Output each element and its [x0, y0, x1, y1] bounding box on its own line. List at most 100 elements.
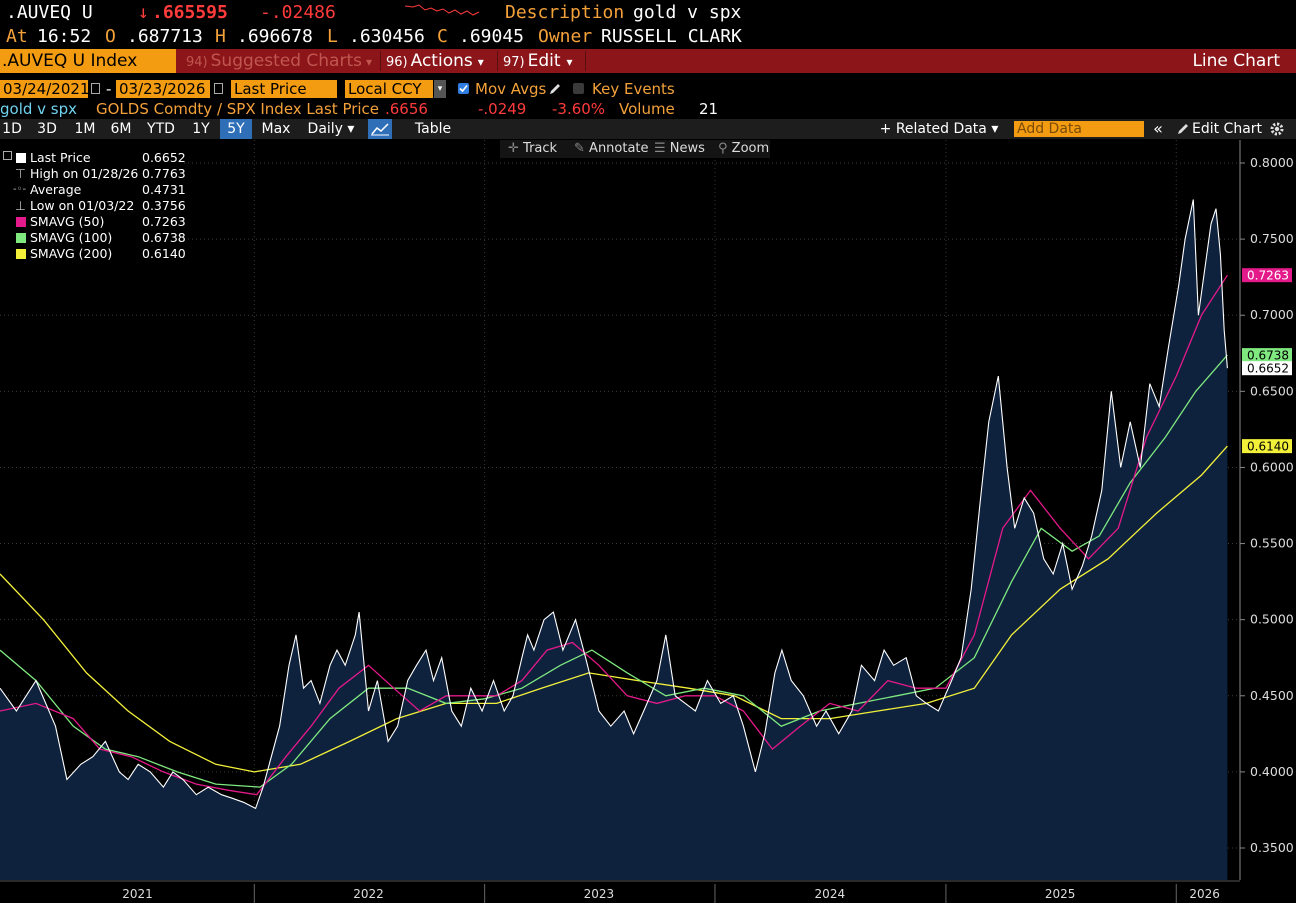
green-square-icon	[16, 233, 26, 243]
table-button[interactable]: Table	[414, 121, 452, 137]
actions-button[interactable]: 96) Actions ▾	[386, 49, 484, 73]
volume-value: 21	[699, 100, 719, 118]
suggested-num: 94)	[186, 55, 208, 70]
annotate-label: Annotate	[589, 141, 649, 156]
news-button[interactable]: ☰ News	[654, 140, 705, 158]
high-value: .696678	[237, 26, 313, 47]
price-tag-box	[1242, 439, 1292, 454]
range-ytd-button[interactable]: YTD	[147, 121, 175, 137]
collapse-icon[interactable]: «	[1153, 119, 1163, 138]
menubar: .AUVEQ U Index 94) Suggested Charts ▾ 96) A…	[0, 49, 1296, 73]
annotate-icon: ✎	[574, 141, 585, 156]
magenta-square-icon	[16, 217, 26, 227]
legend-item-high[interactable]: ⊤ High on 01/28/26 0.7763	[0, 166, 186, 182]
description-value: gold v spx	[633, 2, 742, 23]
calendar-icon[interactable]	[214, 83, 223, 94]
key-events-checkbox[interactable]	[573, 83, 584, 94]
key-events-label[interactable]: Key Events	[592, 80, 675, 98]
range-3d-button[interactable]: 3D	[37, 121, 57, 137]
sparkline-icon	[405, 4, 480, 16]
mov-avgs-label[interactable]: Mov Avgs	[475, 80, 547, 98]
legend-value: 0.6738	[142, 230, 186, 245]
zoom-label: Zoom	[731, 141, 770, 156]
date-dash: -	[106, 80, 112, 98]
start-date-field[interactable]: 03/24/2021	[0, 80, 89, 98]
range-6m-button[interactable]: 6M	[110, 121, 132, 137]
range-max-button[interactable]: Max	[261, 121, 291, 137]
add-data-input[interactable]: Add Data	[1014, 121, 1144, 137]
calendar-icon[interactable]	[91, 83, 100, 94]
range-1m-button[interactable]: 1M	[74, 121, 96, 137]
pencil-icon[interactable]	[1176, 122, 1190, 136]
open-value: .687713	[127, 26, 203, 47]
range-1y-button[interactable]: 1Y	[192, 121, 210, 137]
y-tick-label: 0.6500	[1250, 383, 1294, 398]
x-tick-label: 2023	[584, 887, 615, 901]
chart-controls: 03/24/2021 - 03/23/2026 Last Price Local…	[0, 80, 1296, 99]
white-square-icon	[16, 153, 26, 163]
actions-label: Actions	[410, 51, 473, 71]
y-tick-label: 0.4500	[1250, 688, 1294, 703]
y-tick-label: 0.7500	[1250, 231, 1294, 246]
legend-item-smavg200[interactable]: SMAVG (200) 0.6140	[0, 246, 186, 262]
end-date-field[interactable]: 03/23/2026	[116, 80, 210, 98]
mov-avgs-checkbox[interactable]	[458, 83, 469, 94]
description-label: Description	[505, 2, 625, 23]
range-5y-button[interactable]: 5Y	[220, 119, 252, 139]
price-tag-label: 0.7263	[1247, 269, 1289, 283]
legend-item-smavg100[interactable]: SMAVG (100) 0.6738	[0, 230, 186, 246]
ticker-label: .AUVEQ U	[6, 2, 93, 23]
net-change: -.02486	[260, 2, 336, 23]
pencil-icon[interactable]	[548, 82, 562, 96]
sma50-line	[0, 274, 1228, 796]
quote-line: .AUVEQ U ↓ .665595 -.02486 Description g…	[0, 2, 1296, 24]
line-chart-icon[interactable]	[368, 119, 392, 139]
y-tick-label: 0.5000	[1250, 612, 1294, 627]
legend-label: SMAVG (50)	[30, 214, 105, 229]
price-field-select[interactable]: Last Price	[231, 80, 337, 98]
average-marker-icon: -◦-	[13, 184, 27, 195]
edit-chart-button[interactable]: Edit Chart	[1192, 121, 1263, 137]
edit-button[interactable]: 97) Edit ▾	[503, 49, 573, 73]
down-arrow-icon: ↓	[138, 2, 149, 23]
legend-item-smavg50[interactable]: SMAVG (50) 0.7263	[0, 214, 186, 230]
price-tag-box	[1242, 361, 1292, 376]
low-marker-icon: ⊥	[15, 198, 26, 213]
currency-select[interactable]: Local CCY	[345, 80, 433, 98]
ohlc-line: At 16:52 O .687713 H .696678 L .630456 C…	[0, 26, 1296, 48]
actions-caret-icon: ▾	[477, 55, 484, 69]
y-tick-label: 0.3500	[1250, 840, 1294, 855]
security-field[interactable]: .AUVEQ U Index	[0, 49, 176, 73]
series-last: .6656	[385, 100, 428, 118]
low-value: .630456	[349, 26, 425, 47]
suggested-charts-button[interactable]: 94) Suggested Charts ▾	[186, 49, 372, 73]
legend-item-last-price[interactable]: Last Price 0.6652	[0, 150, 186, 166]
legend-value: 0.3756	[142, 198, 186, 213]
currency-dropdown-icon[interactable]: ▾	[434, 80, 446, 98]
annotate-button[interactable]: ✎ Annotate	[574, 140, 649, 158]
legend-collapse-icon[interactable]	[3, 151, 12, 160]
range-1d-button[interactable]: 1D	[2, 121, 22, 137]
series-pct-change: -3.60%	[552, 100, 606, 118]
horizontal-gridlines	[0, 162, 1240, 849]
y-axis-ticks: 0.3500 0.4000 0.4500 0.5000 0.5500 0.6000 0.65…	[1240, 155, 1294, 855]
price-tag-label: 0.6652	[1247, 362, 1289, 376]
crosshair-icon: ✛	[508, 141, 519, 156]
owner-label: Owner	[538, 26, 593, 47]
legend-item-average[interactable]: -◦- Average 0.4731	[0, 182, 186, 198]
price-tag-label: 0.6738	[1247, 349, 1289, 363]
open-label: O	[105, 26, 116, 47]
zoom-button[interactable]: ⚲ Zoom	[718, 140, 769, 158]
related-data-button[interactable]: + Related Data ▾	[879, 121, 999, 137]
last-price: .665595	[152, 2, 228, 23]
legend-label: SMAVG (200)	[30, 246, 113, 261]
high-label: H	[215, 26, 226, 47]
period-select[interactable]: Daily ▾	[307, 121, 355, 137]
track-button[interactable]: ✛ Track	[508, 140, 557, 158]
chart-tools-bar: ✛ Track ✎ Annotate ☰ News ⚲ Zoom	[500, 140, 770, 158]
gear-icon[interactable]	[1269, 121, 1285, 137]
legend-item-low[interactable]: ⊥ Low on 01/03/22 0.3756	[0, 198, 186, 214]
x-tick-label: 2022	[353, 887, 384, 901]
chart-type-label[interactable]: Line Chart	[1192, 51, 1280, 71]
